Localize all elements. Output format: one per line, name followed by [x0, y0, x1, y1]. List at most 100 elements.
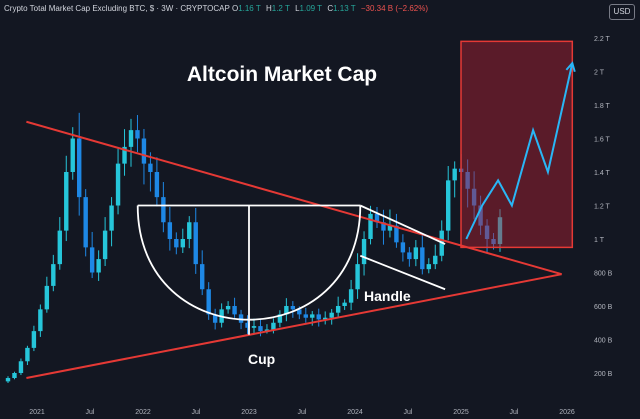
candle-body — [348, 289, 354, 303]
y-tick-label: 400 B — [594, 338, 613, 345]
candle-body — [64, 172, 69, 231]
open-label: O — [231, 4, 239, 13]
x-tick-label: 2022 — [135, 409, 151, 416]
x-tick-label: 2026 — [559, 409, 575, 416]
candle-body — [245, 322, 250, 328]
y-tick-label: 2.2 T — [594, 36, 611, 43]
candle-body — [187, 222, 192, 239]
candle-body — [25, 347, 30, 362]
chart-title: Altcoin Market Cap — [187, 63, 377, 86]
currency-button[interactable]: USD — [609, 4, 635, 20]
low-label: L — [295, 4, 300, 13]
candle-body — [264, 329, 270, 332]
candle-body — [148, 163, 153, 172]
candle-body — [420, 247, 425, 270]
candle-body — [329, 312, 334, 318]
change-value: −30.34 B (−2.62%) — [360, 4, 429, 13]
candle-body — [355, 264, 360, 290]
candle-body — [12, 373, 17, 379]
candle-body — [109, 205, 114, 231]
x-tick-label: Jul — [510, 409, 519, 416]
annotations — [26, 40, 576, 380]
y-tick-label: 2 T — [594, 70, 605, 77]
cup-label: Cup — [248, 351, 275, 367]
candle-body — [303, 314, 308, 318]
y-tick-label: 1.4 T — [594, 170, 611, 177]
candle-body — [335, 306, 341, 313]
candle-body — [407, 252, 412, 260]
candle-body — [478, 205, 483, 226]
candle-body — [180, 239, 185, 248]
y-tick-label: 800 B — [594, 271, 613, 278]
y-tick-label: 1.2 T — [594, 204, 611, 211]
candle-body — [225, 306, 231, 310]
candle-body — [51, 264, 56, 286]
candle-body — [18, 361, 24, 373]
candle-body — [271, 322, 276, 330]
candle-body — [154, 172, 160, 198]
candle-body — [77, 138, 82, 198]
candle-body — [5, 378, 11, 382]
candle-body — [212, 314, 218, 323]
x-tick-label: 2024 — [347, 409, 363, 416]
candle-body — [174, 239, 179, 248]
candle-body — [465, 172, 470, 189]
candle-body — [342, 302, 347, 306]
candle-body — [452, 168, 457, 181]
candle-body — [167, 222, 173, 239]
x-axis: 2021 Jul 2022 Jul 2023 Jul 2024 Jul 2025 Jul 2026 — [29, 409, 575, 416]
symbol-header: Crypto Total Market Cap Excluding BTC, $… — [4, 4, 428, 13]
y-tick-label: 1.6 T — [594, 137, 611, 144]
candle-body — [400, 242, 406, 253]
candle-body — [83, 197, 88, 248]
candle-body — [381, 222, 386, 231]
y-tick-label: 600 B — [594, 304, 613, 311]
x-tick-label: Jul — [86, 409, 95, 416]
projection-arrowhead — [565, 61, 576, 73]
y-tick-label: 1.8 T — [594, 103, 611, 110]
candle-body — [122, 146, 127, 164]
candle-body — [277, 314, 283, 323]
handle-label: Handle — [364, 288, 411, 304]
close-label: C — [327, 4, 334, 13]
candle-body — [361, 239, 367, 265]
candle-body — [200, 264, 205, 290]
candle-body — [161, 197, 166, 223]
y-tick-label: 200 B — [594, 371, 613, 378]
y-tick-label: 1 T — [594, 237, 605, 244]
handle-line — [359, 204, 446, 245]
triangle-upper-line — [26, 120, 562, 276]
handle-line — [359, 254, 446, 291]
candle-body — [310, 314, 315, 318]
candle-body — [206, 289, 211, 315]
symbol-name[interactable]: Crypto Total Market Cap Excluding BTC, $… — [4, 4, 230, 13]
candle-body — [284, 306, 289, 315]
candle-body — [297, 309, 302, 315]
candle-body — [38, 309, 43, 332]
candle-body — [128, 130, 134, 147]
candle-body — [135, 130, 140, 139]
candle-body — [102, 230, 108, 260]
low-value: 1.09 T — [299, 4, 323, 13]
candle-body — [471, 188, 477, 206]
candle-body — [374, 213, 380, 223]
y-axis: 2.2 T 2 T 1.8 T 1.6 T 1.4 T 1.2 T 1 T 800 B 600 … — [594, 36, 613, 378]
candle-body — [323, 317, 328, 320]
candle-body — [115, 163, 121, 206]
projection-path — [465, 62, 574, 240]
candles — [5, 112, 503, 383]
candle-body — [70, 138, 75, 172]
candle-body — [413, 247, 419, 260]
high-label: H — [265, 4, 272, 13]
triangle-lower-line — [26, 273, 562, 380]
candle-body — [426, 264, 431, 270]
candle-body — [433, 255, 438, 265]
x-tick-label: 2025 — [453, 409, 469, 416]
x-tick-label: 2021 — [29, 409, 45, 416]
candle-body — [368, 213, 373, 239]
candle-body — [57, 230, 62, 265]
candle-body — [316, 314, 321, 320]
candle-body — [31, 331, 37, 348]
candle-body — [232, 306, 237, 315]
